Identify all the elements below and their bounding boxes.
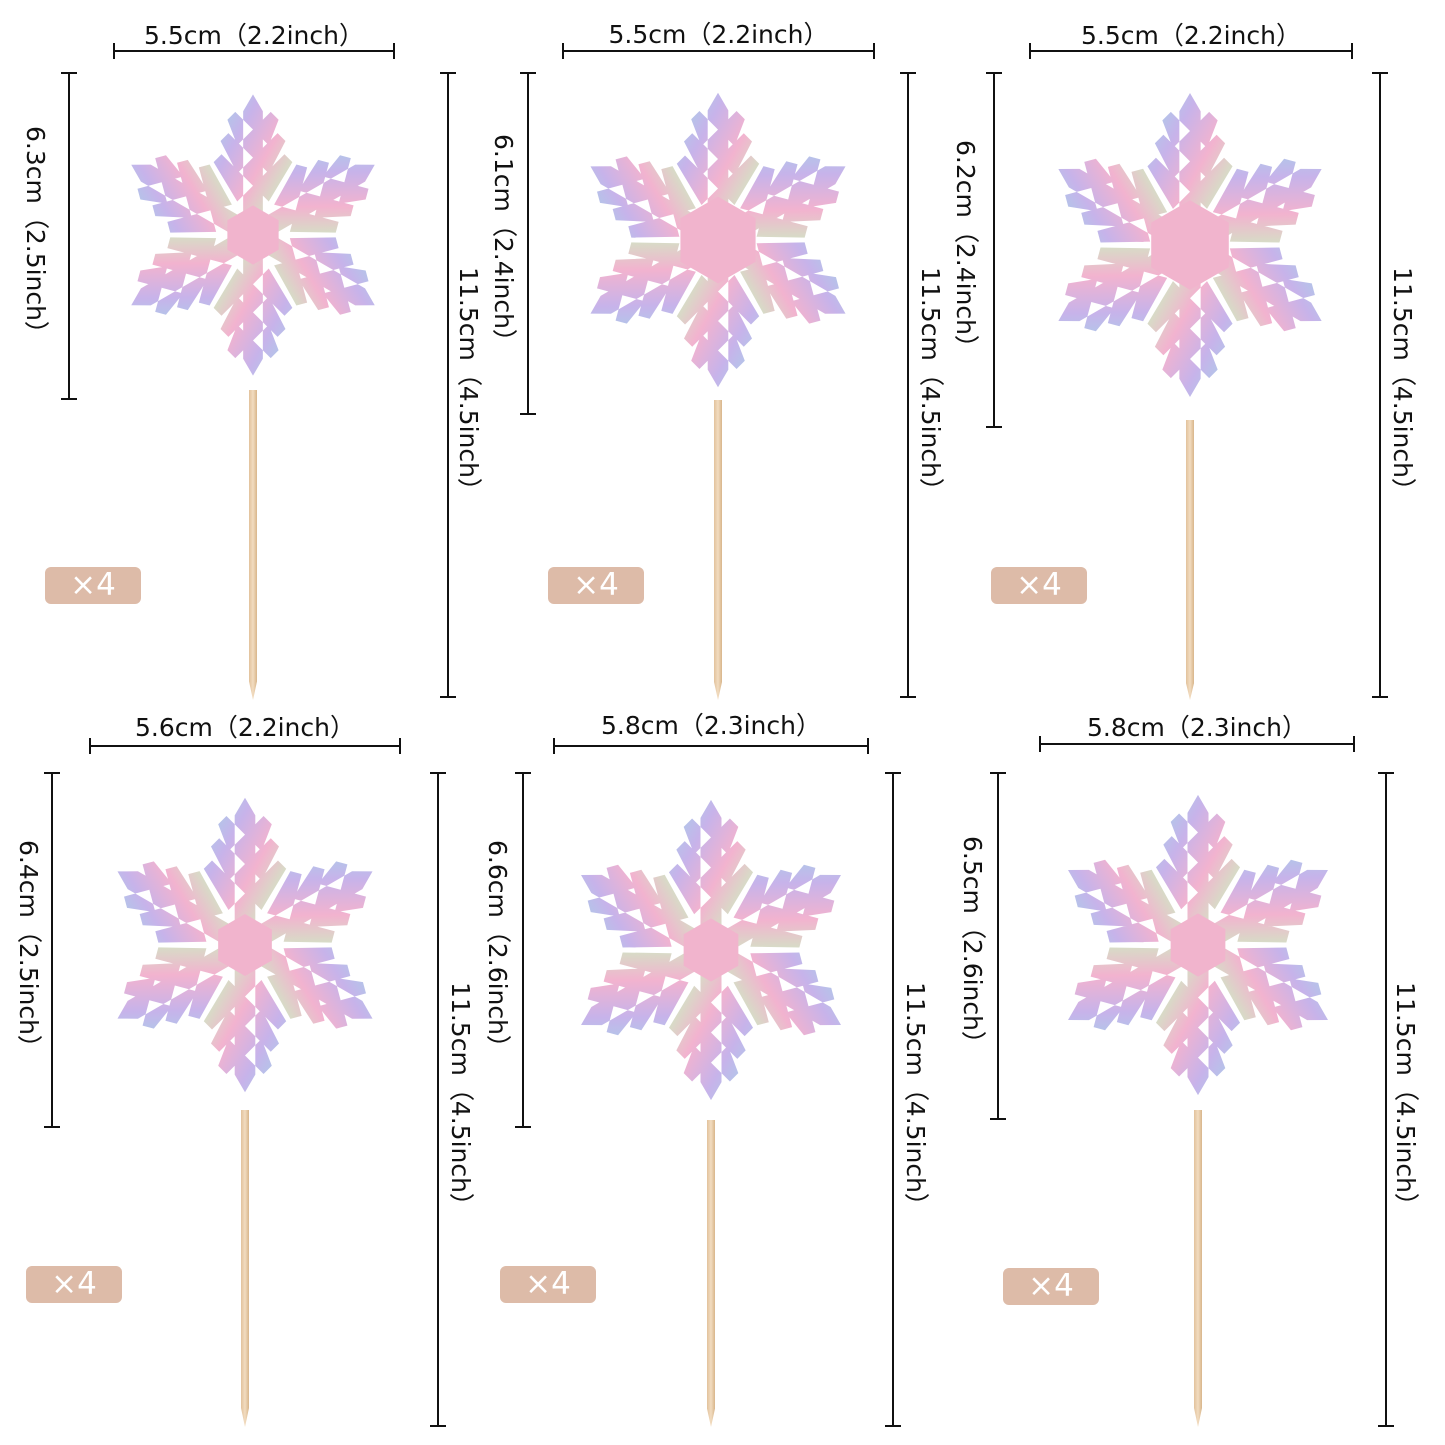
width-label: 5.5cm（2.2inch） [144,21,364,50]
snowflake-arm [1068,935,1204,1031]
total-height-arrow [440,72,456,698]
quantity-badge: ×4 [991,567,1087,604]
snowflake-topper-image [581,799,841,1101]
topper-height-label: 6.6cm（2.6inch） [483,840,512,1060]
wooden-pick [714,400,722,700]
width-label: 5.5cm（2.2inch） [1081,21,1301,50]
wooden-pick [249,390,257,700]
topper-height-label: 6.1cm（2.4inch） [489,133,518,354]
snowflake-arm [676,92,760,240]
snowflake-arm [581,940,717,1036]
snowflake-arm [203,797,287,945]
topper-height-label: 6.3cm（2.5inch） [21,126,50,346]
topper-height-arrow [990,772,1006,1120]
snowflake-arm [248,155,375,244]
quantity-badge: ×4 [1003,1268,1099,1305]
topper-height-arrow [515,772,531,1128]
width-dimension-arrow [562,43,875,59]
snowflake-arm [1155,794,1241,945]
snowflake-arm [668,799,754,950]
wooden-pick [1194,1110,1202,1427]
wooden-pick [1186,420,1194,700]
snowflake-topper-image [131,94,375,376]
snowflake-topper-image [590,92,846,388]
snowflake-arm [668,950,754,1101]
snowflake-topper-image [117,797,373,1093]
snowflake-topper-image [1068,794,1328,1096]
snowflake-arm [581,864,717,960]
topper-height-label: 6.4cm（2.5inch） [14,840,43,1060]
width-dimension-arrow [1039,736,1355,752]
snowflake-center [1151,200,1229,290]
snowflake-arm [213,94,293,235]
wooden-pick [707,1120,715,1427]
snowflake-center [218,914,272,976]
total-height-label: 11.5cm（4.5inch） [446,981,475,1218]
total-height-arrow [900,72,916,698]
topper-height-arrow [61,72,77,400]
quantity-badge: ×4 [26,1266,122,1303]
total-height-label: 11.5cm（4.5inch） [454,267,483,503]
snowflake-topper-image [1058,93,1322,397]
snowflake-arm [203,945,287,1093]
width-label: 5.8cm（2.3inch） [601,711,821,740]
width-dimension-arrow [1029,43,1353,59]
width-dimension-arrow [89,738,401,754]
total-height-label: 11.5cm（4.5inch） [1391,981,1420,1218]
snowflake-arm [705,940,841,1036]
snowflake-center [683,918,739,982]
quantity-badge: ×4 [500,1266,596,1303]
width-label: 5.6cm（2.2inch） [135,713,355,742]
snowflake-arm [117,936,251,1029]
topper-height-arrow [520,72,536,415]
width-dimension-arrow [113,43,395,59]
topper-height-arrow [986,72,1002,428]
snowflake-arm [705,864,841,960]
snowflake-center [1170,913,1226,977]
topper-height-label: 6.2cm（2.4inch） [951,140,980,360]
snowflake-arm [1192,935,1328,1031]
quantity-badge: ×4 [45,567,141,604]
topper-height-arrow [44,772,60,1128]
quantity-badge: ×4 [548,567,644,604]
total-height-arrow [1378,772,1394,1427]
snowflake-arm [117,861,251,954]
snowflake-center [680,196,756,284]
snowflake-arm [676,240,760,388]
snowflake-arm [131,155,258,244]
total-height-label: 11.5cm（4.5inch） [1388,267,1417,503]
wooden-pick [241,1110,249,1427]
snowflake-arm [131,226,258,315]
width-dimension-arrow [553,738,869,754]
snowflake-arm [248,226,375,315]
snowflake-arm [1147,245,1233,397]
width-label: 5.5cm（2.2inch） [608,20,829,49]
snowflake-arm [239,936,373,1029]
total-height-arrow [1372,72,1388,698]
snowflake-arm [1147,93,1233,245]
snowflake-arm [1068,859,1204,955]
snowflake-arm [239,861,373,954]
total-height-arrow [430,772,446,1427]
total-height-label: 11.5cm（4.5inch） [901,981,930,1218]
snowflake-arm [213,235,293,376]
topper-height-label: 6.5cm（2.6inch） [958,836,987,1056]
width-label: 5.8cm（2.3inch） [1087,713,1307,742]
snowflake-arm [1155,945,1241,1096]
total-height-arrow [885,772,901,1427]
total-height-label: 11.5cm（4.5inch） [916,267,945,503]
snowflake-arm [1192,859,1328,955]
snowflake-center [227,205,279,265]
